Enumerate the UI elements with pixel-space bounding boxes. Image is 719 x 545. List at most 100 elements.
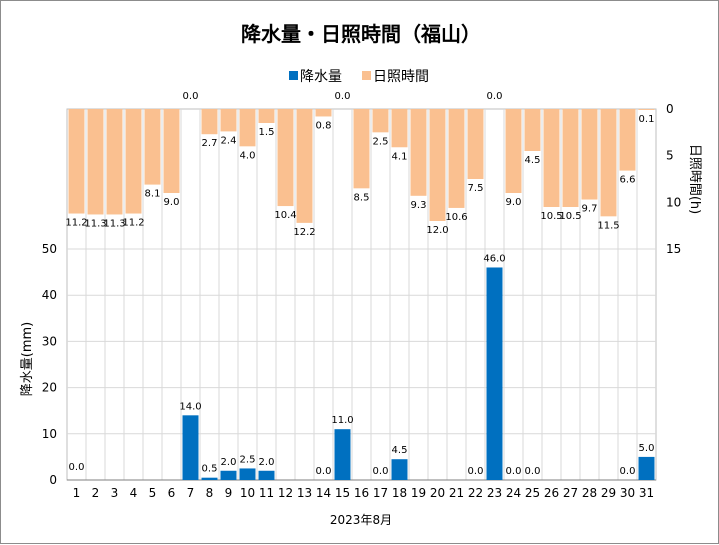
x-tick-label: 30 bbox=[620, 486, 635, 500]
sunshine-bar bbox=[562, 109, 579, 207]
sunshine-bar bbox=[505, 109, 522, 193]
sunshine-bar bbox=[391, 109, 408, 148]
x-tick-label: 26 bbox=[544, 486, 559, 500]
precip-bar bbox=[334, 429, 351, 480]
sunshine-bar bbox=[277, 109, 294, 207]
sunshine-data-label: 1.5 bbox=[259, 127, 275, 138]
precip-bar bbox=[258, 470, 275, 480]
sunshine-data-label: 11.2 bbox=[65, 218, 87, 229]
sunshine-bar bbox=[258, 109, 275, 123]
precip-data-label: 2.0 bbox=[259, 457, 275, 468]
legend-label-sun: 日照時間 bbox=[373, 69, 429, 85]
sunshine-bar bbox=[125, 109, 142, 214]
y-tick-left: 20 bbox=[42, 381, 57, 395]
sunshine-data-label: 11.2 bbox=[122, 218, 144, 229]
sunshine-bar bbox=[372, 109, 389, 133]
legend-swatch-sun bbox=[362, 71, 371, 80]
sunshine-bar bbox=[543, 109, 560, 207]
sunshine-bar bbox=[429, 109, 446, 221]
legend: 降水量 日照時間 bbox=[289, 69, 429, 85]
sunshine-data-label: 4.0 bbox=[240, 150, 256, 161]
precip-data-label: 5.0 bbox=[639, 443, 655, 454]
x-axis-title: 2023年8月 bbox=[330, 513, 392, 527]
x-tick-label: 16 bbox=[354, 486, 369, 500]
sunshine-bar bbox=[68, 109, 85, 214]
precip-data-label: 4.5 bbox=[392, 445, 408, 456]
x-tick-label: 27 bbox=[563, 486, 578, 500]
precip-data-label: 0.0 bbox=[506, 466, 522, 477]
y-tick-right: 15 bbox=[666, 242, 681, 256]
precip-data-label: 0.0 bbox=[316, 466, 332, 477]
x-tick-label: 2 bbox=[92, 486, 100, 500]
y-tick-left: 30 bbox=[42, 334, 57, 348]
sunshine-data-label: 11.3 bbox=[84, 218, 106, 229]
sunshine-bar bbox=[638, 109, 655, 110]
x-tick-label: 19 bbox=[411, 486, 426, 500]
x-tick-label: 13 bbox=[297, 486, 312, 500]
x-tick-label: 14 bbox=[316, 486, 331, 500]
precip-bar bbox=[638, 456, 655, 480]
x-tick-label: 9 bbox=[225, 486, 233, 500]
y-tick-left: 0 bbox=[49, 473, 57, 487]
x-tick-label: 3 bbox=[111, 486, 119, 500]
sunshine-data-label: 9.7 bbox=[582, 204, 598, 215]
x-tick-label: 5 bbox=[149, 486, 157, 500]
x-tick-label: 1 bbox=[73, 486, 81, 500]
sunshine-bar bbox=[239, 109, 256, 147]
sunshine-bar bbox=[353, 109, 370, 189]
x-tick-label: 29 bbox=[601, 486, 616, 500]
y-tick-left: 40 bbox=[42, 288, 57, 302]
sunshine-data-label: 0.0 bbox=[487, 91, 503, 102]
sunshine-bar bbox=[144, 109, 161, 185]
x-tick-label: 28 bbox=[582, 486, 597, 500]
precip-data-label: 0.0 bbox=[620, 466, 636, 477]
y-tick-right: 10 bbox=[666, 195, 681, 209]
x-tick-label: 4 bbox=[130, 486, 138, 500]
sunshine-bar bbox=[87, 109, 104, 215]
x-tick-label: 20 bbox=[430, 486, 445, 500]
x-tick-label: 8 bbox=[206, 486, 214, 500]
sunshine-bar bbox=[410, 109, 427, 196]
sunshine-data-label: 8.5 bbox=[354, 192, 370, 203]
sunshine-bar bbox=[220, 109, 237, 132]
precip-bar bbox=[239, 468, 256, 480]
sunshine-bar bbox=[467, 109, 484, 179]
x-tick-label: 31 bbox=[639, 486, 654, 500]
sunshine-data-label: 10.5 bbox=[540, 211, 562, 222]
sunshine-data-label: 0.1 bbox=[639, 114, 655, 125]
sunshine-bar bbox=[619, 109, 636, 171]
legend-swatch-precip bbox=[289, 71, 298, 80]
y-axis-title-right: 日照時間(h) bbox=[687, 144, 702, 214]
sunshine-data-label: 7.5 bbox=[468, 183, 484, 194]
precip-data-label: 11.0 bbox=[331, 415, 353, 426]
precip-bar bbox=[201, 477, 218, 480]
x-tick-label: 6 bbox=[168, 486, 176, 500]
x-tick-label: 23 bbox=[487, 486, 502, 500]
sunshine-bar bbox=[106, 109, 123, 215]
precip-data-label: 14.0 bbox=[179, 401, 201, 412]
sunshine-bar bbox=[600, 109, 617, 217]
y-tick-right: 0 bbox=[666, 102, 674, 116]
x-tick-label: 24 bbox=[506, 486, 521, 500]
x-tick-label: 22 bbox=[468, 486, 483, 500]
sunshine-data-label: 11.5 bbox=[597, 220, 619, 231]
y-tick-left: 50 bbox=[42, 242, 57, 256]
precip-data-label: 0.0 bbox=[468, 466, 484, 477]
precip-bar bbox=[220, 470, 237, 480]
precip-bar bbox=[182, 415, 199, 480]
precip-data-label: 0.0 bbox=[69, 462, 85, 473]
sunshine-data-label: 0.0 bbox=[183, 91, 199, 102]
sunshine-bar bbox=[163, 109, 180, 193]
sunshine-bar bbox=[524, 109, 541, 151]
y-axis-title-left: 降水量(mm) bbox=[20, 322, 35, 396]
sunshine-bar bbox=[448, 109, 465, 208]
chart-title: 降水量・日照時間（福山） bbox=[241, 22, 481, 46]
sunshine-data-label: 10.4 bbox=[274, 210, 296, 221]
sunshine-data-label: 11.3 bbox=[103, 218, 125, 229]
sunshine-data-label: 8.1 bbox=[145, 189, 161, 200]
sunshine-data-label: 12.0 bbox=[426, 225, 448, 236]
sunshine-data-label: 9.0 bbox=[506, 197, 522, 208]
sunshine-data-label: 9.3 bbox=[411, 200, 427, 211]
